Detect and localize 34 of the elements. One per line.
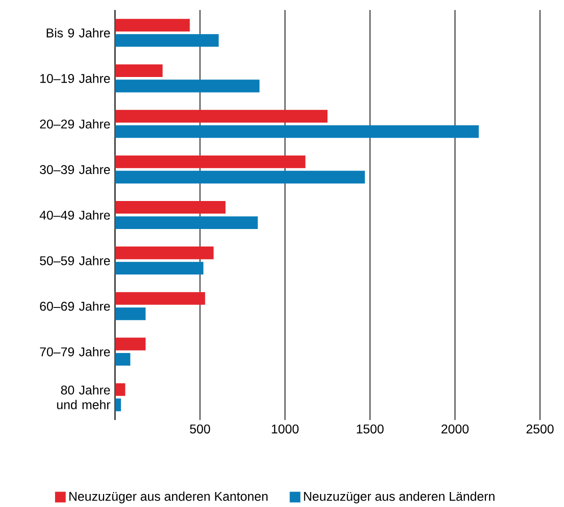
bar	[115, 125, 479, 138]
bar	[115, 307, 146, 320]
bar	[115, 110, 328, 123]
y-tick-label: 40–49 Jahre	[40, 210, 110, 220]
bar	[115, 201, 226, 214]
bar	[115, 383, 126, 396]
x-tick-label: 1000	[272, 424, 299, 434]
x-tick-label: 2500	[526, 424, 554, 434]
y-tick-label: 80 Jahre und mehr	[57, 385, 110, 410]
bar	[115, 292, 206, 305]
bar	[115, 155, 306, 168]
legend-label: Neuzuzüger aus anderen Kantonen	[69, 492, 268, 504]
bar	[115, 64, 163, 78]
y-tick-label: 10–19 Jahre	[40, 74, 110, 83]
x-tick-label: 1500	[356, 424, 384, 434]
y-tick-label: 60–69 Jahre	[40, 301, 110, 311]
bar	[115, 262, 204, 275]
x-tick-label: 500	[190, 424, 210, 434]
x-tick-label: 2000	[442, 424, 469, 434]
y-tick-label: 70–79 Jahre	[40, 347, 110, 356]
bar	[115, 353, 130, 366]
bar	[115, 398, 121, 412]
y-tick-label: 50–59 Jahre	[40, 256, 110, 266]
y-tick-label: 20–29 Jahre	[40, 119, 110, 129]
legend-label: Neuzuzüger aus anderen Ländern	[304, 492, 494, 504]
bar	[115, 338, 146, 350]
y-tick-label: 30–39 Jahre	[40, 164, 110, 174]
bar	[115, 34, 219, 47]
bar	[115, 18, 190, 32]
bar	[115, 246, 214, 260]
bar	[115, 170, 365, 184]
bar	[115, 216, 258, 230]
bar	[115, 80, 260, 92]
y-tick-label: Bis 9 Jahre	[46, 28, 110, 38]
